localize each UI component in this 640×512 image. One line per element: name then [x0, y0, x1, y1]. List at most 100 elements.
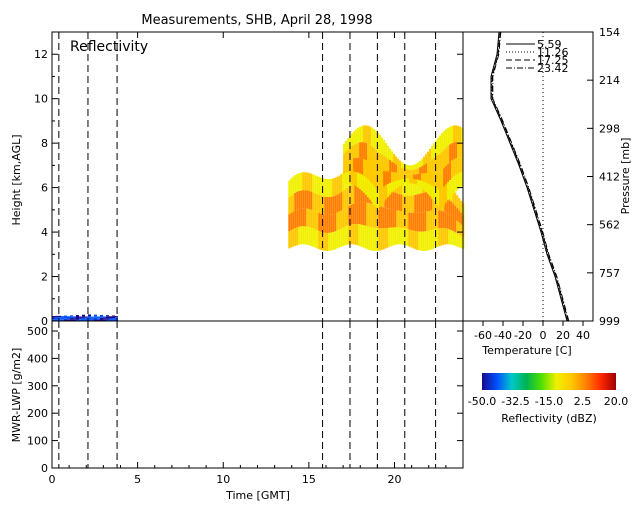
reflectivity-cell [304, 190, 307, 209]
reflectivity-cell [294, 228, 297, 246]
reflectivity-cell [292, 176, 295, 195]
reflectivity-cell [347, 160, 350, 172]
reflectivity-cell [457, 173, 460, 190]
reflectivity-cell [372, 227, 375, 251]
reflectivity-cell [106, 315, 109, 317]
reflectivity-cell [347, 172, 350, 184]
reflectivity-cell [343, 173, 346, 184]
reflectivity-cell [401, 167, 404, 174]
reflectivity-cell [431, 159, 434, 173]
height-tick-label: 8 [41, 137, 48, 150]
reflectivity-cell [396, 193, 399, 211]
reflectivity-cell [443, 168, 446, 187]
reflectivity-cell [436, 210, 439, 229]
reflectivity-cell [349, 135, 352, 148]
reflectivity-cell [414, 212, 417, 231]
reflectivity-cell [338, 175, 341, 194]
reflectivity-cell [348, 225, 351, 245]
reflectivity-cell [322, 178, 325, 197]
reflectivity-cell [70, 318, 73, 320]
reflectivity-cell [455, 141, 458, 159]
temperature-tick-label: 20 [556, 329, 570, 342]
reflectivity-cell [76, 316, 79, 318]
time-tick-label: 10 [216, 473, 230, 486]
reflectivity-cell [350, 224, 353, 245]
reflectivity-cell [405, 174, 408, 179]
reflectivity-cell [320, 231, 323, 250]
reflectivity-cell [410, 195, 413, 213]
reflectivity-cell [419, 173, 422, 181]
reflectivity-cell [97, 316, 100, 318]
reflectivity-cell [444, 228, 447, 245]
reflectivity-cell [383, 186, 386, 202]
reflectivity-cell [451, 160, 454, 179]
temperature-tick-label: 0 [540, 329, 547, 342]
reflectivity-cell [408, 212, 411, 230]
reflectivity-cell [439, 172, 442, 191]
reflectivity-cell [449, 126, 452, 145]
reflectivity-cell [429, 160, 432, 173]
reflectivity-cell [85, 318, 88, 320]
reflectivity-cell [445, 147, 448, 166]
legend-label: 5.59 [537, 38, 562, 51]
reflectivity-cell [378, 206, 381, 229]
reflectivity-cell [361, 174, 364, 191]
reflectivity-cell [457, 125, 460, 142]
reflectivity-cell [407, 169, 410, 175]
reflectivity-cell [58, 317, 61, 319]
reflectivity-cell [406, 212, 409, 229]
reflectivity-cell [430, 210, 433, 231]
reflectivity-cell [112, 318, 115, 320]
reflectivity-cell [413, 179, 416, 184]
reflectivity-cell [340, 210, 343, 229]
reflectivity-cell [369, 181, 372, 200]
pressure-axis-label: Pressure [mb] [619, 138, 632, 215]
reflectivity-cell [332, 178, 335, 197]
reflectivity-cell [67, 318, 70, 320]
reflectivity-cell [393, 181, 396, 191]
reflectivity-cell [403, 163, 406, 169]
reflectivity-cell [364, 202, 367, 226]
reflectivity-cell [310, 227, 313, 246]
reflectivity-cell [395, 156, 398, 165]
reflectivity-cell [461, 127, 464, 143]
reflectivity-cell [322, 196, 325, 215]
reflectivity-cell [85, 316, 88, 318]
reflectivity-cell [384, 207, 387, 229]
reflectivity-cell [377, 190, 380, 210]
reflectivity-cell [85, 319, 88, 321]
reflectivity-cell [314, 193, 317, 212]
reflectivity-cell [399, 166, 402, 174]
reflectivity-cell [406, 195, 409, 213]
reflectivity-cell [73, 319, 76, 321]
temperature-tick-label: -60 [474, 329, 492, 342]
reflectivity-cell [383, 155, 386, 172]
reflectivity-cell [103, 318, 106, 320]
reflectivity-cell [382, 207, 385, 229]
pressure-tick-label: 412 [599, 171, 620, 184]
reflectivity-cell [292, 229, 295, 247]
reflectivity-cell [52, 319, 55, 321]
reflectivity-cell [441, 151, 444, 171]
reflectivity-cell [358, 224, 361, 246]
reflectivity-cell [380, 206, 383, 229]
reflectivity-cell [302, 208, 305, 227]
reflectivity-cell [400, 211, 403, 228]
reflectivity-cell [391, 151, 394, 162]
reflectivity-cell [452, 203, 455, 218]
reflectivity-cell [379, 135, 382, 154]
reflectivity-cell [351, 158, 354, 172]
reflectivity-cell [395, 164, 398, 173]
reflectivity-cell [308, 227, 311, 246]
reflectivity-cell [332, 214, 335, 233]
reflectivity-cell [330, 232, 333, 251]
reflectivity-cell [379, 153, 382, 172]
reflectivity-cell [371, 146, 374, 165]
reflectivity-cell [392, 191, 395, 210]
reflectivity-cell [447, 145, 450, 165]
reflectivity-cell [382, 228, 385, 250]
reflectivity-cell [377, 152, 380, 172]
reflectivity-cell [460, 200, 463, 213]
reflectivity-cell [304, 172, 307, 191]
reflectivity-cell [392, 227, 395, 246]
